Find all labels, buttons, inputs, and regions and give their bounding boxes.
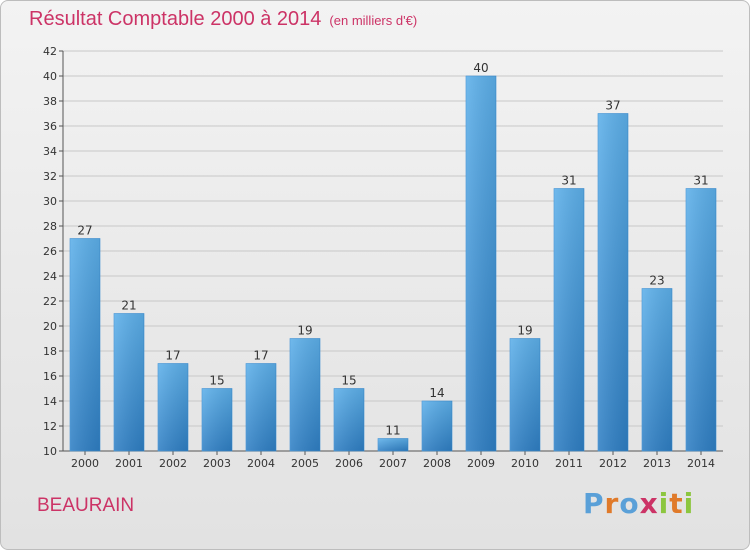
data-labels: 27 21 17 15 17 19 15 11 14 40 19 31 37 23 31 bbox=[77, 61, 708, 438]
x-tick-label-2014: 2014 bbox=[687, 457, 715, 470]
x-tick-label-2009: 2009 bbox=[467, 457, 495, 470]
data-label-2008: 14 bbox=[429, 386, 444, 400]
y-tick-label: 32 bbox=[43, 170, 57, 183]
x-tick-label-2011: 2011 bbox=[555, 457, 583, 470]
axes: 10 12 14 16 18 20 22 24 26 28 30 32 34 36 38 40 42 2000 20… bbox=[43, 45, 723, 470]
bar-shade-2014 bbox=[686, 188, 716, 451]
x-tick-label-2006: 2006 bbox=[335, 457, 363, 470]
x-tick-label-2010: 2010 bbox=[511, 457, 539, 470]
y-tick-label: 16 bbox=[43, 370, 57, 383]
y-tick-label: 28 bbox=[43, 220, 57, 233]
x-tick-label-2005: 2005 bbox=[291, 457, 319, 470]
logo-letter: i bbox=[658, 487, 670, 520]
x-tick-label-2002: 2002 bbox=[159, 457, 187, 470]
y-tick-label: 18 bbox=[43, 345, 57, 358]
bar-shade-2007 bbox=[378, 438, 408, 451]
y-tick-label: 22 bbox=[43, 295, 57, 308]
bar-shade-2009 bbox=[466, 76, 496, 451]
chart-title-text: Résultat Comptable 2000 à 2014 bbox=[29, 8, 322, 30]
logo-letter: t bbox=[669, 487, 684, 520]
x-tick-label-2000: 2000 bbox=[71, 457, 99, 470]
logo-letter: x bbox=[639, 487, 659, 520]
bar-shade-2013 bbox=[642, 288, 672, 451]
chart-title: Résultat Comptable 2000 à 2014 (en millie… bbox=[29, 8, 417, 31]
x-tick-label-2003: 2003 bbox=[203, 457, 231, 470]
data-label-2013: 23 bbox=[649, 274, 664, 288]
data-label-2011: 31 bbox=[561, 174, 576, 188]
data-label-2012: 37 bbox=[605, 99, 620, 113]
logo-letter: r bbox=[604, 487, 620, 520]
x-tick-label-2013: 2013 bbox=[643, 457, 671, 470]
y-tick-label: 12 bbox=[43, 420, 57, 433]
y-tick-label: 10 bbox=[43, 445, 57, 458]
bar-shade-2004 bbox=[246, 363, 276, 451]
y-tick-label: 36 bbox=[43, 120, 57, 133]
logo-letter: P bbox=[583, 487, 605, 520]
x-tick-label-2004: 2004 bbox=[247, 457, 275, 470]
chart-subtitle: (en milliers d'€) bbox=[329, 13, 418, 28]
data-label-2009: 40 bbox=[473, 61, 488, 75]
data-label-2005: 19 bbox=[297, 324, 312, 338]
bars bbox=[69, 75, 717, 452]
x-tick-label-2012: 2012 bbox=[599, 457, 627, 470]
bar-shade-2000 bbox=[70, 238, 100, 451]
x-tick-label-2001: 2001 bbox=[115, 457, 143, 470]
bar-shade-2003 bbox=[202, 388, 232, 451]
x-tick-label-2008: 2008 bbox=[423, 457, 451, 470]
y-tick-label: 40 bbox=[43, 70, 57, 83]
data-label-2010: 19 bbox=[517, 324, 532, 338]
data-label-2007: 11 bbox=[385, 424, 400, 438]
data-label-2006: 15 bbox=[341, 374, 356, 388]
data-label-2001: 21 bbox=[121, 299, 136, 313]
x-tick-label-2007: 2007 bbox=[379, 457, 407, 470]
y-tick-label: 14 bbox=[43, 395, 57, 408]
logo-letter: i bbox=[683, 487, 695, 520]
data-label-2004: 17 bbox=[253, 349, 268, 363]
y-tick-label: 26 bbox=[43, 245, 57, 258]
data-label-2000: 27 bbox=[77, 224, 92, 238]
y-tick-label: 30 bbox=[43, 195, 57, 208]
logo-letter: o bbox=[619, 487, 640, 520]
y-tick-label: 24 bbox=[43, 270, 57, 283]
bar-shade-2012 bbox=[598, 113, 628, 451]
y-tick-label: 38 bbox=[43, 95, 57, 108]
brand-logo: Proxiti bbox=[583, 487, 694, 520]
y-tick-label: 20 bbox=[43, 320, 57, 333]
bar-shade-2011 bbox=[554, 188, 584, 451]
y-tick-label: 34 bbox=[43, 145, 57, 158]
bar-shade-2005 bbox=[290, 338, 320, 451]
data-label-2003: 15 bbox=[209, 374, 224, 388]
bar-shade-2006 bbox=[334, 388, 364, 451]
data-label-2014: 31 bbox=[693, 174, 708, 188]
data-label-2002: 17 bbox=[165, 349, 180, 363]
bar-shade-2001 bbox=[114, 313, 144, 451]
bar-shade-2010 bbox=[510, 338, 540, 451]
bar-shade-2002 bbox=[158, 363, 188, 451]
bar-shade-2008 bbox=[422, 401, 452, 451]
place-name: BEAURAIN bbox=[37, 495, 135, 516]
y-tick-label: 42 bbox=[43, 45, 57, 58]
